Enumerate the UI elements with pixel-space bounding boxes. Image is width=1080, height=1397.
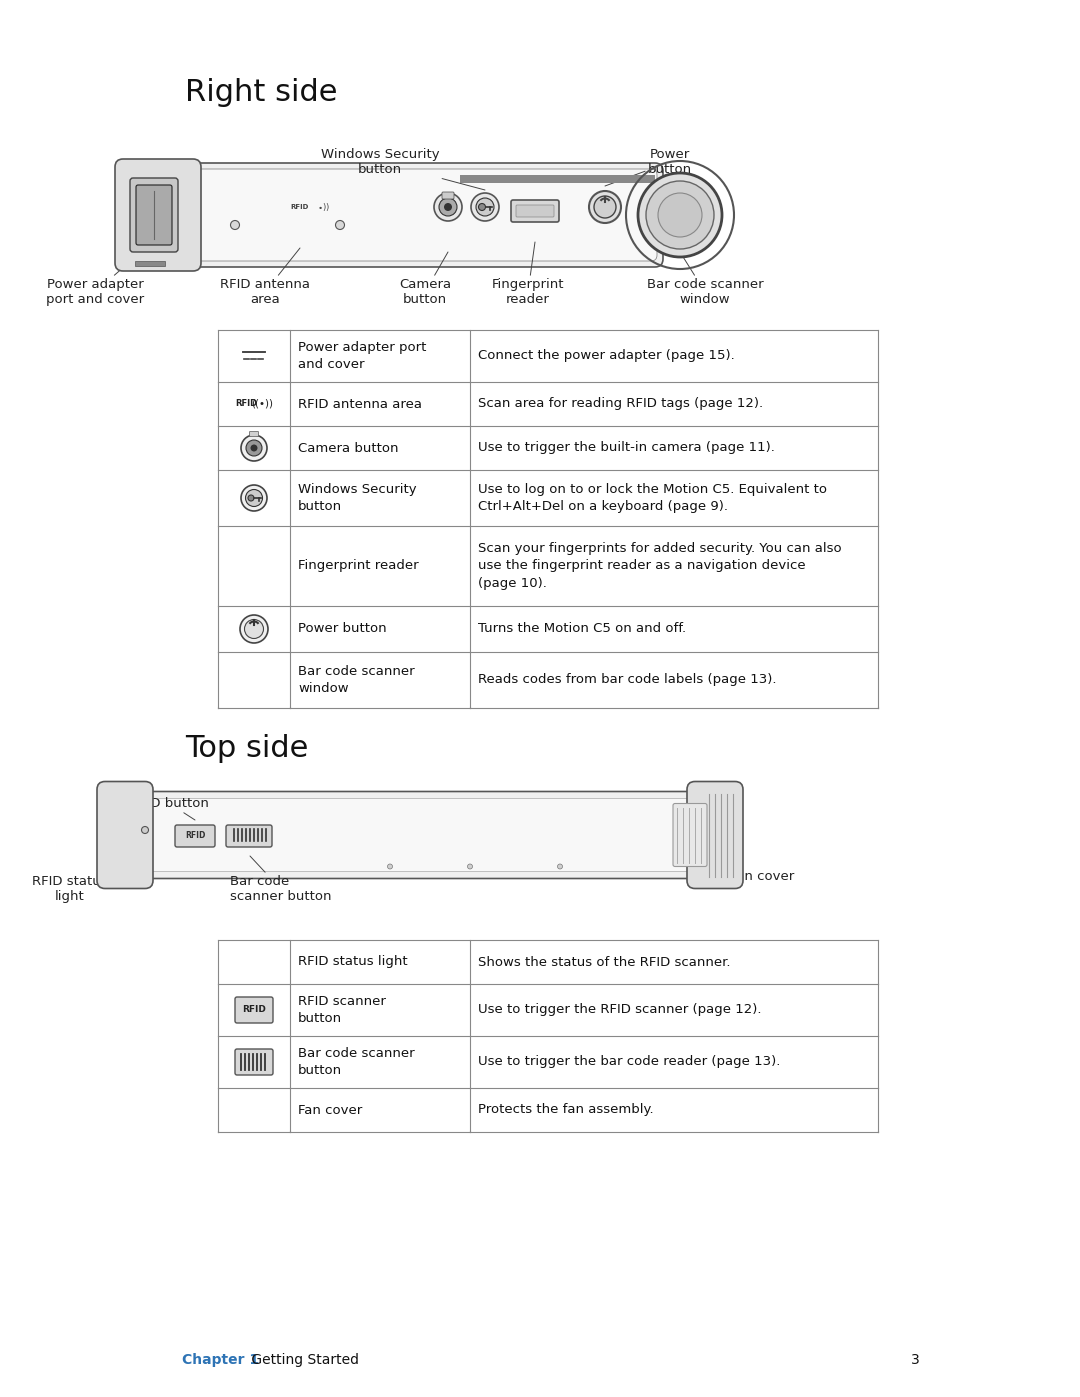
Circle shape xyxy=(478,204,486,211)
Text: Bar code
scanner button: Bar code scanner button xyxy=(230,856,332,902)
Circle shape xyxy=(141,827,149,834)
FancyBboxPatch shape xyxy=(136,184,172,244)
Text: Use to trigger the bar code reader (page 13).: Use to trigger the bar code reader (page… xyxy=(478,1056,781,1069)
FancyBboxPatch shape xyxy=(123,169,657,261)
Circle shape xyxy=(444,203,453,211)
Text: Fingerprint
reader: Fingerprint reader xyxy=(491,242,564,306)
Text: Getting Started: Getting Started xyxy=(247,1354,359,1368)
Text: ((•)): ((•)) xyxy=(251,400,273,409)
FancyBboxPatch shape xyxy=(511,200,559,222)
Text: Use to trigger the built-in camera (page 11).: Use to trigger the built-in camera (page… xyxy=(478,441,774,454)
Circle shape xyxy=(658,193,702,237)
Text: Turns the Motion C5 on and off.: Turns the Motion C5 on and off. xyxy=(478,623,686,636)
Text: Reads codes from bar code labels (page 13).: Reads codes from bar code labels (page 1… xyxy=(478,673,777,686)
Text: Scan your fingerprints for added security. You can also
use the fingerprint read: Scan your fingerprints for added securit… xyxy=(478,542,841,590)
Text: RFID: RFID xyxy=(235,400,257,408)
Text: Protects the fan assembly.: Protects the fan assembly. xyxy=(478,1104,653,1116)
Circle shape xyxy=(471,193,499,221)
FancyBboxPatch shape xyxy=(687,781,743,888)
Circle shape xyxy=(336,221,345,229)
Circle shape xyxy=(438,198,457,217)
Circle shape xyxy=(240,615,268,643)
Bar xyxy=(460,175,654,183)
Circle shape xyxy=(251,444,257,451)
Circle shape xyxy=(589,191,621,224)
FancyBboxPatch shape xyxy=(249,432,258,436)
FancyBboxPatch shape xyxy=(117,163,663,267)
Text: Fan cover: Fan cover xyxy=(690,845,794,883)
Text: RFID antenna
area: RFID antenna area xyxy=(220,249,310,306)
Circle shape xyxy=(388,863,392,869)
Circle shape xyxy=(594,196,616,218)
Circle shape xyxy=(241,485,267,511)
Text: RFID: RFID xyxy=(242,1006,266,1014)
Text: Use to trigger the RFID scanner (page 12).: Use to trigger the RFID scanner (page 12… xyxy=(478,1003,761,1017)
FancyBboxPatch shape xyxy=(226,826,272,847)
Text: Windows Security
button: Windows Security button xyxy=(298,483,417,513)
FancyBboxPatch shape xyxy=(114,159,201,271)
Text: Camera
button: Camera button xyxy=(399,251,451,306)
Text: Fingerprint reader: Fingerprint reader xyxy=(298,560,419,573)
FancyBboxPatch shape xyxy=(97,781,153,888)
Text: Fan cover: Fan cover xyxy=(298,1104,362,1116)
FancyBboxPatch shape xyxy=(235,1049,273,1076)
FancyBboxPatch shape xyxy=(130,177,178,251)
Bar xyxy=(135,261,165,265)
Text: Bar code scanner
button: Bar code scanner button xyxy=(298,1046,415,1077)
Circle shape xyxy=(241,434,267,461)
Text: RFID status light: RFID status light xyxy=(298,956,407,968)
Circle shape xyxy=(246,440,262,455)
Circle shape xyxy=(476,198,494,217)
Text: Power adapter
port and cover: Power adapter port and cover xyxy=(46,240,156,306)
Circle shape xyxy=(557,863,563,869)
Circle shape xyxy=(646,182,714,249)
Text: Shows the status of the RFID scanner.: Shows the status of the RFID scanner. xyxy=(478,956,730,968)
Text: $\bullet$)): $\bullet$)) xyxy=(318,201,330,212)
Text: Use to log on to or lock the Motion C5. Equivalent to
Ctrl+Alt+Del on a keyboard: Use to log on to or lock the Motion C5. … xyxy=(478,483,827,513)
Text: Chapter 1: Chapter 1 xyxy=(183,1354,259,1368)
FancyBboxPatch shape xyxy=(516,205,554,217)
Circle shape xyxy=(434,193,462,221)
Circle shape xyxy=(638,173,723,257)
Circle shape xyxy=(244,619,264,638)
FancyBboxPatch shape xyxy=(175,826,215,847)
Text: Right side: Right side xyxy=(185,78,337,108)
Text: Connect the power adapter (page 15).: Connect the power adapter (page 15). xyxy=(478,349,734,362)
Circle shape xyxy=(468,863,473,869)
Text: Power button: Power button xyxy=(298,623,387,636)
Text: Bar code scanner
window: Bar code scanner window xyxy=(647,251,764,306)
Circle shape xyxy=(248,495,254,502)
FancyBboxPatch shape xyxy=(119,799,721,872)
Text: Scan area for reading RFID tags (page 12).: Scan area for reading RFID tags (page 12… xyxy=(478,398,764,411)
Text: RFID button: RFID button xyxy=(130,798,208,820)
Text: Camera button: Camera button xyxy=(298,441,399,454)
Text: RFID: RFID xyxy=(291,204,309,210)
FancyBboxPatch shape xyxy=(673,803,707,866)
Text: RFID status
light: RFID status light xyxy=(32,854,145,902)
FancyBboxPatch shape xyxy=(442,191,454,198)
Text: Top side: Top side xyxy=(185,733,309,763)
Text: 3: 3 xyxy=(912,1354,920,1368)
Text: RFID: RFID xyxy=(185,831,205,841)
Text: Bar code scanner
window: Bar code scanner window xyxy=(298,665,415,696)
Text: Power adapter port
and cover: Power adapter port and cover xyxy=(298,341,427,372)
Text: RFID antenna area: RFID antenna area xyxy=(298,398,422,411)
FancyBboxPatch shape xyxy=(235,997,273,1023)
Text: RFID scanner
button: RFID scanner button xyxy=(298,995,386,1025)
FancyBboxPatch shape xyxy=(114,792,726,879)
Text: Power
button: Power button xyxy=(605,148,692,186)
Circle shape xyxy=(245,489,262,507)
Circle shape xyxy=(230,221,240,229)
Text: Windows Security
button: Windows Security button xyxy=(321,148,485,190)
